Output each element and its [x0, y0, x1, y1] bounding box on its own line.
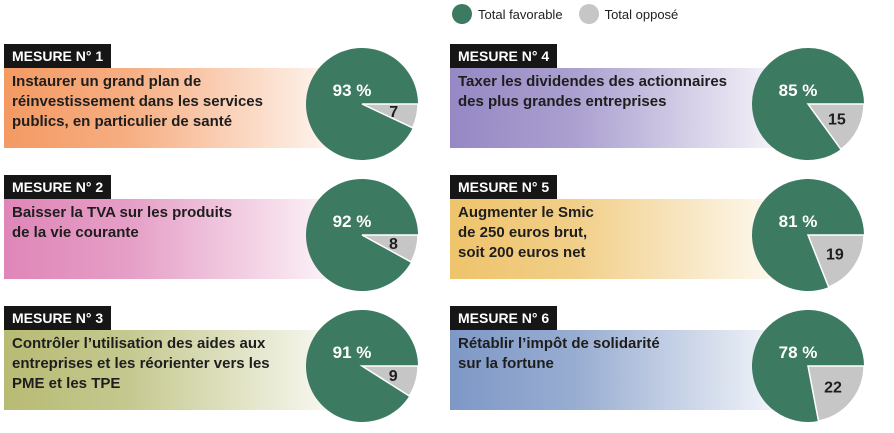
measure-text: Baisser la TVA sur les produits de la vi…: [12, 204, 233, 241]
measure-band: [450, 330, 806, 410]
pie-label-favorable: 78 %: [779, 343, 818, 362]
measure-band: [450, 68, 806, 148]
measure-badge: MESURE N° 2: [4, 175, 112, 199]
pie-slice-oppose: [359, 365, 419, 398]
pie-label-favorable: 92 %: [333, 212, 372, 231]
measure-badge: MESURE N° 5: [450, 175, 558, 199]
legend-label-favorable: Total favorable: [478, 6, 563, 22]
measure-text: Taxer les dividendes des actionnaires de…: [458, 73, 728, 110]
pie-slice-oppose: [361, 234, 419, 263]
legend-label-oppose: Total opposé: [604, 6, 679, 22]
measure-pie-chart: 81 % 19: [752, 179, 865, 291]
legend-item-oppose: Total opposé: [578, 4, 679, 24]
measure-pie-chart: 92 % 8: [306, 178, 419, 291]
measure-text: Contrôler l’utilisation des aides aux en…: [12, 335, 270, 392]
measure-band: [450, 199, 806, 279]
pie-slice-oppose: [361, 103, 419, 129]
measure-pie-chart: 78 % 22: [752, 310, 865, 422]
measure-text: Instaurer un grand plan de réinvestissem…: [12, 73, 263, 130]
pie-label-favorable: 93 %: [333, 81, 372, 100]
legend-swatch-favorable: [452, 4, 472, 24]
pie-label-oppose: 15: [828, 112, 846, 129]
pie-label-favorable: 85 %: [779, 81, 818, 100]
measure-card-1: MESURE N° 1 Instaurer un grand plan de ré…: [4, 44, 428, 162]
pie-label-oppose: 22: [824, 380, 842, 397]
measure-band: [4, 68, 360, 148]
legend-swatch-oppose: [578, 4, 599, 24]
measure-card-5: MESURE N° 5 Augmenter le Smic de 250 euro…: [450, 175, 874, 293]
pie-label-oppose: 8: [389, 236, 398, 253]
measure-card-4: MESURE N° 4 Taxer les dividendes des acti…: [450, 44, 874, 162]
legend: Total favorable Total opposé: [452, 3, 694, 25]
measure-pie-chart: 91 % 9: [306, 310, 419, 422]
measure-band: [4, 199, 360, 279]
measure-card-3: MESURE N° 3 Contrôler l’utilisation des a…: [4, 306, 428, 424]
measure-badge: MESURE N° 3: [4, 306, 112, 330]
pie-slice-oppose: [806, 234, 865, 289]
measure-card-6: MESURE N° 6 Rétablir l’impôt de solidarit…: [450, 306, 874, 424]
pie-label-favorable: 91 %: [333, 343, 372, 362]
measure-card-2: MESURE N° 2 Baisser la TVA sur les produi…: [4, 175, 428, 293]
pie-slice-oppose: [806, 103, 865, 151]
measure-pie-chart: 85 % 15: [752, 48, 865, 161]
pie-label-oppose: 7: [389, 104, 398, 121]
pie-slice-oppose: [807, 365, 865, 422]
measure-badge: MESURE N° 1: [4, 44, 112, 68]
pie-label-favorable: 81 %: [779, 212, 818, 231]
measure-badge: MESURE N° 6: [450, 306, 558, 330]
legend-item-favorable: Total favorable: [452, 4, 563, 24]
pie-label-oppose: 9: [389, 368, 398, 385]
measure-badge: MESURE N° 4: [450, 44, 558, 68]
pie-label-oppose: 19: [826, 246, 844, 263]
measure-pie-chart: 93 % 7: [306, 48, 419, 161]
measure-text: Rétablir l’impôt de solidarité sur la fo…: [458, 335, 660, 372]
measure-text: Augmenter le Smic de 250 euros brut, soi…: [458, 204, 594, 261]
measure-band: [4, 330, 360, 410]
